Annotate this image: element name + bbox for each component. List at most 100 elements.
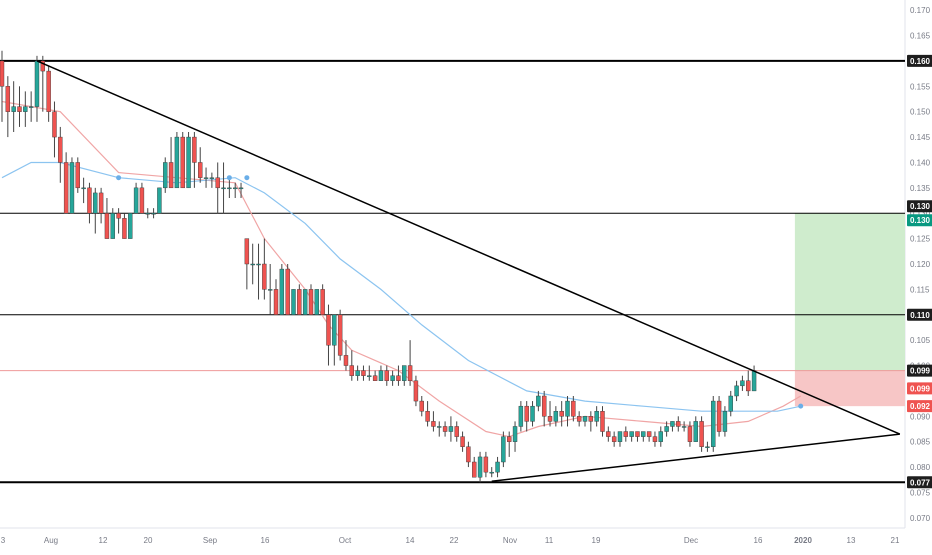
candle-body	[611, 436, 617, 442]
candle-body	[530, 405, 535, 422]
candle-body	[215, 177, 220, 189]
candle-body	[297, 289, 302, 315]
candle-body	[512, 426, 518, 442]
candle-body	[431, 421, 436, 427]
y-tick-label: 0.080	[910, 463, 931, 472]
candle-body	[174, 136, 180, 189]
candle-body	[384, 370, 389, 381]
x-tick-label: Sep	[203, 536, 218, 545]
candle-body	[139, 187, 145, 214]
candle-body	[681, 426, 687, 428]
candle-body	[343, 355, 349, 366]
candle-body	[28, 106, 34, 108]
candle-body	[472, 461, 477, 478]
candle-body	[582, 416, 588, 422]
candle-body	[267, 289, 273, 291]
price-label: 0.092	[910, 402, 931, 411]
candle-body	[553, 411, 559, 422]
candle-body	[34, 60, 40, 107]
candle-body	[658, 431, 663, 442]
price-label: 0.099	[910, 384, 931, 393]
x-tick-label: 22	[450, 536, 459, 545]
candle-body	[477, 456, 483, 478]
candle-body	[565, 400, 570, 417]
candle-body	[699, 421, 704, 447]
price-label: 0.110	[910, 311, 930, 320]
candle-body	[518, 405, 524, 427]
trendline	[491, 433, 900, 483]
candle-body	[256, 263, 261, 266]
x-tick-label: 19	[592, 536, 601, 545]
candle-body	[536, 395, 541, 407]
candle-body	[670, 421, 675, 427]
candle-body	[676, 421, 681, 427]
candle-body	[606, 431, 611, 437]
candle-body	[232, 187, 238, 190]
price-label-background	[907, 214, 932, 227]
y-tick-label: 0.140	[910, 158, 931, 167]
candle-body	[40, 60, 46, 72]
candle-body	[425, 411, 430, 422]
candle-body	[349, 365, 354, 376]
y-tick-label: 0.105	[910, 336, 931, 345]
candle-body	[495, 461, 500, 473]
candle-body	[711, 400, 716, 447]
candle-body	[728, 395, 733, 412]
candle-body	[11, 106, 16, 112]
candle-body	[221, 187, 226, 190]
x-tick-label: 2020	[794, 536, 812, 545]
candle-body	[273, 289, 279, 315]
trendline	[36, 60, 901, 435]
candle-body	[693, 421, 698, 442]
price-label-background	[907, 364, 932, 377]
candle-body	[372, 375, 378, 381]
candle-body	[332, 314, 337, 346]
candle-body	[198, 162, 203, 178]
price-label-background	[907, 476, 932, 489]
candle-body	[489, 471, 494, 474]
candle-body	[355, 370, 360, 376]
price-label-background	[907, 54, 932, 67]
candle-body	[180, 136, 185, 189]
candle-body	[209, 177, 215, 179]
candle-body	[104, 213, 110, 239]
candle-body	[145, 213, 150, 215]
loss-zone	[794, 370, 905, 407]
y-tick-label: 0.130	[910, 209, 931, 218]
y-tick-label: 0.165	[910, 32, 931, 41]
candle-body	[635, 431, 640, 437]
candle-body	[507, 436, 512, 442]
candle-body	[600, 411, 605, 432]
candle-body	[664, 426, 669, 432]
candle-body	[483, 456, 489, 473]
y-tick-label: 0.135	[910, 184, 931, 193]
candle-body	[413, 380, 419, 402]
x-tick-label: 11	[545, 536, 554, 545]
candle-body	[588, 416, 594, 422]
x-tick-label: 16	[261, 536, 270, 545]
y-tick-label: 0.125	[910, 235, 931, 244]
candle-body	[5, 86, 11, 112]
candle-body	[652, 436, 658, 442]
candle-body	[390, 375, 395, 381]
candle-body	[378, 370, 384, 381]
candle-body	[262, 263, 267, 290]
x-tick-label: 12	[99, 536, 108, 545]
y-tick-label: 0.090	[910, 412, 931, 421]
candle-body	[361, 370, 366, 376]
price-label-background	[907, 308, 932, 321]
candle-body	[122, 218, 127, 239]
candle-body	[641, 431, 646, 437]
candle-body	[314, 289, 320, 315]
candle-body	[402, 365, 407, 381]
price-label: 0.099	[910, 367, 931, 376]
candle-body	[63, 162, 69, 214]
candle-body	[594, 411, 599, 422]
candle-body	[17, 106, 22, 112]
candle-body	[407, 365, 413, 381]
y-tick-label: 0.150	[910, 108, 931, 117]
candle-body	[168, 162, 174, 189]
